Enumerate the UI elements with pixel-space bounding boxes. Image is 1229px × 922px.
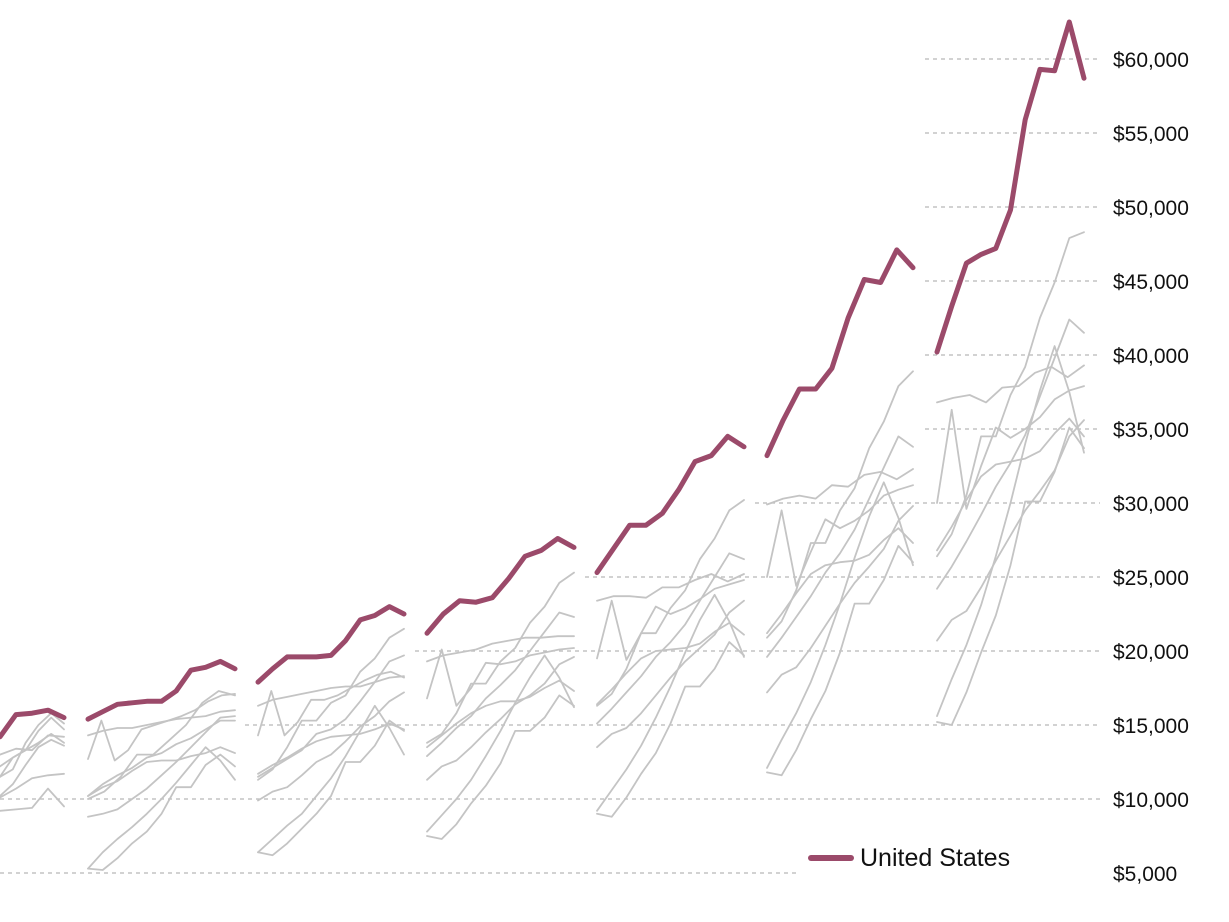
united-states-line	[255, 604, 407, 685]
y-tick-label: $45,000	[1113, 271, 1189, 294]
other-country-line	[257, 691, 405, 802]
united-states-line	[934, 19, 1087, 355]
other-country-line	[87, 746, 236, 870]
other-country-line	[936, 426, 1085, 726]
legend-label-united-states: United States	[860, 844, 1010, 872]
y-tick-label: $35,000	[1113, 419, 1189, 442]
y-tick-label: $5,000	[1113, 863, 1177, 886]
y-tick-label: $55,000	[1113, 123, 1189, 146]
other-country-line	[596, 499, 745, 707]
y-tick-label: $10,000	[1113, 789, 1189, 812]
other-country-line	[936, 419, 1085, 642]
other-country-line	[596, 599, 745, 749]
other-country-line	[426, 679, 575, 749]
other-country-line	[0, 738, 65, 797]
united-states-line	[85, 658, 238, 722]
other-country-line	[596, 579, 745, 661]
other-country-line	[766, 468, 914, 506]
y-axis-tick-labels: $5,000 $10,000 $15,000 $20,000 $25,000 $30,00…	[1113, 49, 1189, 886]
other-country-line	[0, 787, 65, 812]
other-country-line	[0, 734, 65, 756]
y-tick-label: $25,000	[1113, 567, 1189, 590]
other-country-line	[596, 573, 745, 602]
united-states-lines	[0, 19, 1087, 740]
other-country-line	[0, 772, 65, 799]
other-country-line	[766, 545, 914, 777]
other-country-line	[426, 635, 575, 663]
gridlines	[0, 58, 1100, 874]
y-tick-label: $40,000	[1113, 345, 1189, 368]
other-country-line	[87, 715, 236, 818]
other-country-line	[596, 552, 745, 725]
other-country-line	[87, 746, 236, 797]
other-country-line	[257, 675, 405, 707]
y-tick-label: $60,000	[1113, 49, 1189, 72]
other-country-line	[257, 704, 405, 854]
other-country-line	[936, 364, 1085, 404]
other-country-line	[766, 481, 914, 769]
other-country-line	[766, 527, 914, 635]
other-country-line	[936, 385, 1085, 510]
other-country-line	[87, 753, 236, 871]
y-tick-label: $30,000	[1113, 493, 1189, 516]
other-country-line	[936, 345, 1085, 717]
other-country-line	[426, 571, 575, 744]
united-states-line	[424, 536, 577, 636]
other-country-line	[87, 690, 236, 800]
y-tick-label: $20,000	[1113, 641, 1189, 664]
other-country-line	[596, 641, 745, 818]
other-country-line	[936, 417, 1085, 552]
other-country-line	[87, 709, 236, 737]
other-country-line	[426, 647, 575, 707]
other-country-line	[426, 611, 575, 757]
other-country-line	[257, 654, 405, 778]
other-country-line	[426, 694, 575, 840]
other-country-lines	[0, 231, 1085, 871]
united-states-line	[0, 707, 67, 740]
y-tick-label: $15,000	[1113, 715, 1189, 738]
other-country-line	[257, 627, 405, 781]
other-country-line	[766, 435, 914, 658]
other-country-line	[257, 722, 405, 775]
other-country-line	[426, 654, 575, 833]
other-country-line	[0, 716, 65, 768]
united-states-line	[764, 247, 916, 459]
other-country-line	[936, 318, 1085, 590]
united-states-line	[594, 433, 747, 576]
other-country-line	[426, 656, 575, 781]
legend: United States	[808, 844, 1010, 872]
other-country-line	[596, 593, 745, 812]
y-tick-label: $50,000	[1113, 197, 1189, 220]
other-country-line	[596, 622, 745, 706]
other-country-line	[257, 719, 405, 857]
